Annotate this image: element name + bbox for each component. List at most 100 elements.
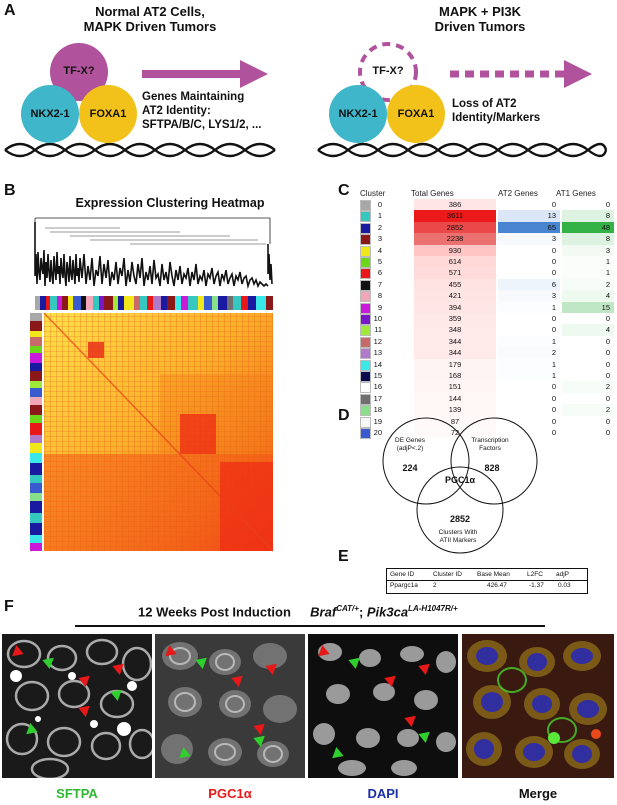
total-genes-value: 144 [448, 393, 462, 403]
cluster-id: 19 [373, 416, 382, 426]
at2-genes-value: 1 [551, 302, 556, 312]
total-genes-value: 421 [448, 291, 462, 301]
at2-genes-value: 6 [551, 279, 556, 289]
at2-genes-heat [498, 290, 560, 302]
col-header-at2-genes: AT2 Genes [498, 189, 538, 198]
total-genes-value: 72 [450, 428, 460, 437]
left-note-line-3: SFTPA/B/C, LYS1/2, ... [142, 119, 262, 131]
foxa-label-left: FOXA1 [89, 108, 127, 120]
foxa-circle-left [79, 85, 137, 143]
cluster-color-swatch [360, 348, 371, 360]
total-genes-heat [414, 290, 496, 302]
cluster-id: 20 [373, 428, 382, 437]
left-note-line-2: AT2 Identity: [142, 105, 211, 117]
cluster-row: 14 179 1 0 [360, 358, 617, 371]
panel-letter-a: A [4, 2, 16, 19]
total-genes-heat [414, 301, 496, 313]
at1-genes-value: 0 [605, 359, 610, 369]
total-genes-value: 348 [448, 325, 462, 335]
at2-genes-value: 0 [551, 416, 556, 426]
cluster-row: 2 2852 65 48 [360, 221, 617, 234]
tfx-circle-left [50, 43, 108, 101]
total-genes-heat [414, 210, 496, 222]
at1-genes-heat [562, 278, 614, 291]
cluster-color-swatch [360, 314, 371, 325]
panel-a-left-title: Normal AT2 Cells, MAPK Driven Tumors [83, 4, 217, 34]
at2-genes-heat [498, 210, 560, 222]
cluster-color-swatch [360, 428, 371, 439]
cluster-color-bar-left [30, 313, 42, 551]
at1-genes-heat [562, 210, 614, 222]
cluster-id: 14 [373, 359, 382, 369]
venn-label-tf: Transcription Factors [471, 437, 509, 452]
panel-a-diagram [4, 42, 608, 158]
cluster-row: 4 930 0 3 [360, 244, 617, 257]
total-genes-heat [414, 199, 496, 211]
total-genes-heat [414, 267, 496, 279]
cluster-id: 15 [373, 371, 382, 380]
cluster-id: 5 [377, 257, 382, 266]
nkx-circle-right [329, 85, 387, 143]
at1-genes-value: 0 [605, 314, 610, 323]
at1-genes-heat [562, 290, 614, 302]
at1-genes-value: 1 [605, 268, 610, 278]
cluster-color-swatch [360, 302, 371, 314]
solid-arrow [142, 60, 268, 88]
total-genes-value: 344 [448, 348, 462, 358]
cluster-row: 19 87 0 0 [360, 415, 617, 428]
cluster-row: 16 151 0 2 [360, 381, 617, 394]
total-genes-value: 344 [448, 336, 462, 346]
cluster-id: 2 [377, 222, 382, 232]
cluster-color-swatch [360, 359, 371, 371]
total-genes-heat [414, 427, 496, 439]
cluster-color-swatch [360, 291, 371, 303]
cluster-id: 0 [377, 200, 382, 209]
cluster-row: 17 144 0 0 [360, 392, 617, 405]
total-genes-value: 3611 [446, 211, 464, 221]
panel-letter-e: E [338, 548, 349, 565]
dna-helix-left [4, 142, 276, 158]
cluster-id: 6 [377, 268, 382, 278]
at2-genes-value: 0 [551, 382, 556, 392]
col-header-at1-genes: AT1 Genes [556, 189, 596, 198]
total-genes-value: 151 [448, 382, 462, 392]
total-genes-value: 614 [448, 257, 462, 266]
total-genes-value: 455 [448, 279, 462, 289]
cluster-row: 15 168 1 0 [360, 370, 617, 382]
gene-table-cluster-id: 2 [433, 582, 437, 589]
heatmap-matrix [43, 312, 274, 552]
at1-genes-value: 0 [605, 393, 610, 403]
total-genes-heat [414, 335, 496, 348]
cluster-color-swatch [360, 245, 371, 257]
at1-genes-heat [562, 381, 614, 393]
at2-genes-value: 0 [551, 405, 556, 415]
label-sftpa: SFTPA [56, 786, 98, 801]
at1-genes-value: 0 [605, 200, 610, 209]
cluster-color-swatch [360, 393, 371, 405]
gene-table-l2fc: -1.37 [529, 582, 544, 589]
at1-genes-value: 8 [605, 234, 610, 244]
gene-table-header-adjp: adjP [556, 571, 570, 578]
left-note-line-1: Genes Maintaining [142, 91, 245, 103]
label-dapi: DAPI [367, 786, 399, 801]
genotype-pik3ca-sup: LA-H1047R/+ [408, 604, 458, 613]
nkx-label-left: NKX2-1 [30, 108, 70, 120]
cluster-color-swatch [360, 268, 371, 280]
cluster-row: 18 139 0 2 [360, 404, 617, 417]
total-genes-heat [414, 370, 496, 382]
dendrogram [34, 217, 273, 290]
total-genes-heat [414, 324, 496, 336]
venn-center-pgc1a: PGC1α [444, 475, 476, 485]
total-genes-value: 359 [448, 314, 462, 323]
cluster-id: 1 [377, 211, 382, 221]
gene-table-base-mean: 426.47 [487, 582, 507, 589]
total-genes-value: 394 [448, 302, 462, 312]
at2-genes-value: 2 [551, 348, 556, 358]
venn-count-tf: 828 [484, 463, 500, 473]
at1-genes-value: 8 [605, 211, 610, 221]
micrograph-sftpa [2, 634, 152, 778]
cluster-row: 0 386 0 0 [360, 199, 617, 211]
venn-circle-tf [450, 417, 538, 505]
venn-circle-atii [416, 466, 504, 554]
at2-genes-value: 1 [551, 371, 556, 380]
